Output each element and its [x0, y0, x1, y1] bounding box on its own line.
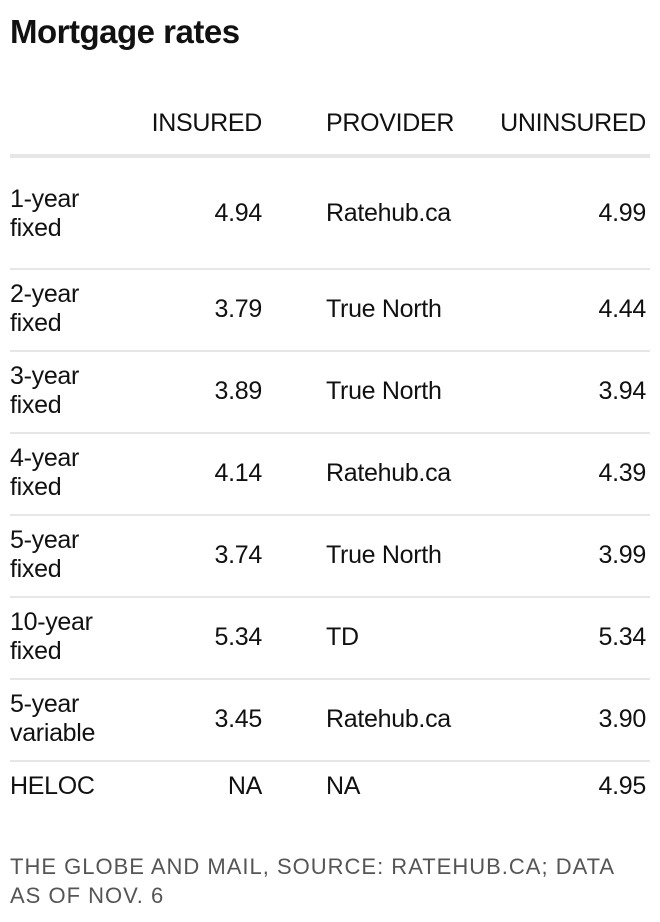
- term-line2: variable: [10, 719, 96, 747]
- provider-cell: TD: [326, 623, 359, 651]
- page-title: Mortgage rates: [10, 13, 240, 50]
- term-line2: fixed: [10, 637, 62, 665]
- table-row: 4-year fixed 4.14 Ratehub.ca 4.39: [10, 434, 650, 516]
- term-cell: 5-year fixed: [10, 526, 130, 584]
- table-row: HELOC NA NA 4.95: [10, 762, 650, 812]
- term-cell: 5-year variable: [10, 690, 130, 748]
- column-header-provider: PROVIDER: [326, 109, 455, 137]
- table-row: 5-year fixed 3.74 True North 3.99: [10, 516, 650, 598]
- row-divider: [10, 760, 650, 762]
- table-row: 5-year variable 3.45 Ratehub.ca 3.90: [10, 680, 650, 762]
- insured-cell: NA: [227, 772, 262, 800]
- term-line2: fixed: [10, 214, 62, 242]
- provider-cell: Ratehub.ca: [326, 199, 451, 227]
- table-row: 2-year fixed 3.79 True North 4.44: [10, 270, 650, 352]
- term-cell: 1-year fixed: [10, 185, 130, 243]
- uninsured-cell: 4.95: [598, 772, 647, 800]
- provider-cell: Ratehub.ca: [326, 459, 451, 487]
- column-header-uninsured: UNINSURED: [500, 109, 646, 137]
- uninsured-cell: 4.99: [598, 199, 647, 227]
- term-line1: 10-year: [10, 608, 93, 636]
- uninsured-cell: 4.44: [598, 295, 647, 323]
- header-divider: [10, 154, 650, 158]
- uninsured-cell: 5.34: [598, 623, 647, 651]
- term-cell: 10-year fixed: [10, 608, 130, 666]
- table-row: 10-year fixed 5.34 TD 5.34: [10, 598, 650, 680]
- term-cell: 4-year fixed: [10, 444, 130, 502]
- provider-cell: True North: [326, 541, 442, 569]
- source-credit: THE GLOBE AND MAIL, SOURCE: RATEHUB.CA; …: [10, 854, 614, 908]
- provider-cell: Ratehub.ca: [326, 705, 451, 733]
- term-line2: fixed: [10, 391, 62, 419]
- column-header-insured: INSURED: [151, 109, 263, 137]
- uninsured-cell: 3.94: [598, 377, 647, 405]
- insured-cell: 3.89: [214, 377, 263, 405]
- insured-cell: 3.79: [214, 295, 263, 323]
- row-divider: [10, 678, 650, 680]
- term-line2: fixed: [10, 309, 62, 337]
- term-line1: 3-year: [10, 362, 80, 390]
- insured-cell: 3.74: [214, 541, 263, 569]
- insured-cell: 5.34: [214, 623, 263, 651]
- term-line1: 1-year: [10, 185, 80, 213]
- row-divider: [10, 350, 650, 352]
- term-line1: 5-year: [10, 526, 80, 554]
- term-line2: fixed: [10, 555, 62, 583]
- row-divider: [10, 514, 650, 516]
- uninsured-cell: 3.90: [598, 705, 647, 733]
- provider-cell: NA: [326, 772, 361, 800]
- term-line2: fixed: [10, 473, 62, 501]
- insured-cell: 4.14: [214, 459, 263, 487]
- term-cell: 2-year fixed: [10, 280, 130, 338]
- table-row: 1-year fixed 4.94 Ratehub.ca 4.99: [10, 158, 650, 270]
- term-line1: 2-year: [10, 280, 80, 308]
- row-divider: [10, 596, 650, 598]
- table-row: 3-year fixed 3.89 True North 3.94: [10, 352, 650, 434]
- row-divider: [10, 268, 650, 270]
- term-cell: HELOC: [10, 772, 95, 800]
- uninsured-cell: 3.99: [598, 541, 647, 569]
- uninsured-cell: 4.39: [598, 459, 647, 487]
- insured-cell: 3.45: [214, 705, 263, 733]
- insured-cell: 4.94: [214, 199, 263, 227]
- term-line1: 5-year: [10, 690, 80, 718]
- term-cell: 3-year fixed: [10, 362, 130, 420]
- provider-cell: True North: [326, 377, 442, 405]
- provider-cell: True North: [326, 295, 442, 323]
- term-line1: 4-year: [10, 444, 80, 472]
- row-divider: [10, 432, 650, 434]
